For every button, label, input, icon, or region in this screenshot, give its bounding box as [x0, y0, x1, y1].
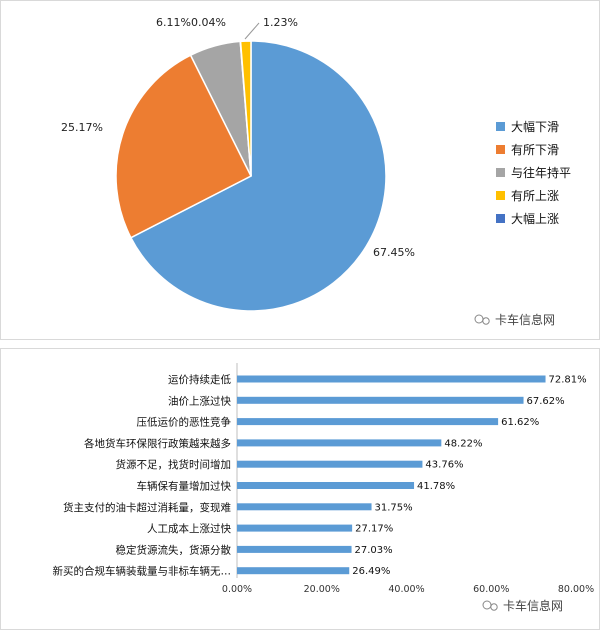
- category-label-7: 人工成本上涨过快: [147, 522, 231, 535]
- legend-swatch-4: [496, 214, 505, 223]
- legend-label-1: 有所下滑: [511, 143, 559, 157]
- watermark: 卡车信息网: [482, 598, 563, 613]
- legend-label-0: 大幅下滑: [511, 119, 559, 134]
- pie-slice-3: [239, 40, 252, 177]
- category-label-2: 压低运价的恶性竞争: [137, 416, 232, 429]
- wechat-icon-part: [482, 317, 490, 325]
- watermark: 卡车信息网: [474, 312, 555, 327]
- legend-label-4: 大幅上涨: [511, 211, 559, 226]
- bar-value-label-1: 67.62%: [527, 396, 565, 407]
- bar-9: [237, 567, 350, 575]
- x-tick-label-0: 0.00%: [222, 584, 252, 595]
- legend-label-2: 与往年持平: [511, 165, 571, 180]
- pie-data-label-4: 0.04%: [191, 16, 226, 29]
- bar-5: [237, 482, 415, 489]
- category-label-9: 新买的合规车辆装载量与非标车辆无…: [53, 565, 232, 578]
- pie-leader-line: [244, 22, 260, 40]
- bar-2: [237, 418, 499, 426]
- x-tick-label-1: 20.00%: [304, 584, 340, 595]
- legend-swatch-0: [496, 122, 505, 131]
- pie-data-label-0: 67.45%: [373, 246, 415, 259]
- bar-value-label-8: 27.03%: [355, 545, 393, 556]
- bar-1: [237, 396, 524, 404]
- bar-4: [237, 460, 423, 468]
- bar-value-label-2: 61.62%: [501, 417, 539, 428]
- watermark-text: 卡车信息网: [495, 312, 555, 327]
- legend-swatch-1: [496, 145, 505, 154]
- category-label-6: 货主支付的油卡超过消耗量，变现难: [63, 501, 231, 514]
- bar-8: [237, 545, 352, 553]
- wechat-icon-part: [490, 603, 498, 611]
- pie-data-label-1: 25.17%: [61, 121, 103, 134]
- pie-chart-panel: 67.45% 25.17% 6.11% 0.04% 1.23% 大幅下滑有所下滑与往年持平…: [0, 0, 600, 340]
- legend-swatch-3: [496, 191, 505, 200]
- bar-value-label-3: 48.22%: [444, 438, 482, 449]
- legend-label-3: 有所上涨: [511, 188, 559, 203]
- category-label-3: 各地货车环保限行政策越来越多: [84, 437, 231, 450]
- x-tick-label-3: 60.00%: [473, 584, 509, 595]
- pie-slice-1: [115, 54, 253, 239]
- x-tick-label-4: 80.00%: [558, 584, 594, 595]
- pie-data-label-3: 1.23%: [263, 16, 298, 29]
- bar-value-label-0: 72.81%: [549, 375, 587, 386]
- bar-value-label-7: 27.17%: [355, 524, 393, 535]
- bar-value-label-6: 31.75%: [375, 502, 413, 513]
- legend-swatch-2: [496, 168, 505, 177]
- x-tick-label-2: 40.00%: [388, 584, 424, 595]
- bar-chart: 运价持续走低 72.81% 油价上涨过快 67.62% 压低运价的恶性竞争 61.62% 各…: [53, 363, 594, 613]
- bar-value-label-4: 43.76%: [425, 460, 463, 471]
- bar-7: [237, 524, 353, 532]
- pie-chart: 67.45% 25.17% 6.11% 0.04% 1.23% 大幅下滑有所下滑与往年持平…: [61, 16, 571, 327]
- bar-6: [237, 503, 372, 511]
- bar-0: [237, 375, 546, 383]
- pie-slice-0: [129, 40, 387, 312]
- bar-chart-panel: 运价持续走低 72.81% 油价上涨过快 67.62% 压低运价的恶性竞争 61.62% 各…: [0, 348, 600, 630]
- wechat-icon: [474, 314, 484, 324]
- wechat-icon: [482, 600, 492, 610]
- bar-value-label-9: 26.49%: [352, 566, 390, 577]
- pie-data-label-2: 6.11%: [156, 16, 191, 29]
- category-label-0: 运价持续走低: [168, 373, 231, 386]
- category-label-4: 货源不足，找货时间增加: [116, 458, 232, 471]
- bar-value-label-5: 41.78%: [417, 481, 455, 492]
- category-label-5: 车辆保有量增加过快: [137, 480, 232, 493]
- watermark-text: 卡车信息网: [503, 598, 563, 613]
- bar-3: [237, 439, 442, 447]
- category-label-1: 油价上涨过快: [168, 394, 231, 407]
- category-label-8: 稳定货源流失，货源分散: [116, 543, 232, 556]
